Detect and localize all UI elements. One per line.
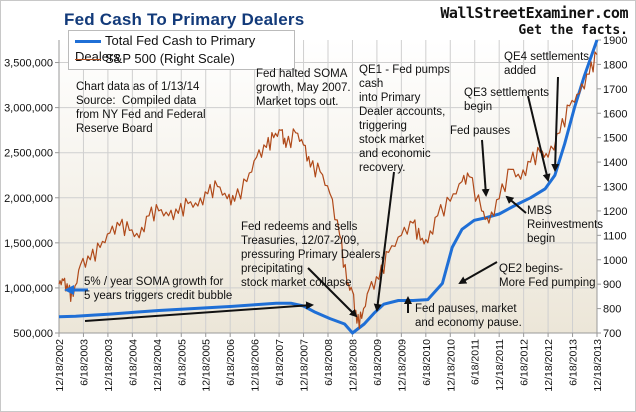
y-right-tick-label: 1900 (603, 35, 627, 47)
x-tick-label: 12/18/2009 (396, 339, 408, 392)
y-right-tick-label: 1100 (603, 230, 627, 242)
arrow-mbs (505, 195, 527, 214)
y-right-tick-label: 1300 (603, 182, 627, 194)
arrow-fed-pauses (481, 139, 490, 197)
legend-swatch-fed-cash (75, 40, 101, 44)
series-fed-cash-line (58, 39, 599, 335)
y-left-tick-label: 1,000,000 (4, 283, 53, 295)
y-left-tick-label: 500,000 (13, 328, 53, 340)
y-right-tick-label: 1800 (603, 59, 627, 71)
x-tick-label: 6/18/2004 (127, 339, 139, 386)
arrow-qe1 (373, 171, 395, 312)
annotation-qe4: QE4 settlements added (504, 51, 590, 77)
y-right-tick-label: 1000 (603, 255, 627, 267)
legend-item-fed-cash: Total Fed Cash to Primary Dealers (75, 33, 294, 64)
x-tick-label: 12/18/2010 (445, 339, 457, 392)
annotation-source: Chart data as of 1/13/14 Source: Compile… (76, 81, 206, 135)
y-left-tick-label: 2,500,000 (4, 148, 53, 160)
legend-swatch-sp500 (75, 59, 101, 61)
chart-title: Fed Cash To Primary Dealers (64, 10, 305, 29)
y-left-tick-label: 3,500,000 (4, 58, 53, 70)
y-right-tick-label: 900 (603, 279, 621, 291)
legend-item-sp500: S&P 500 (Right Scale) (75, 51, 235, 67)
y-right-tick-label: 1600 (603, 108, 627, 120)
arrow-qe4 (551, 76, 560, 172)
x-tick-label: 6/18/2003 (78, 339, 90, 386)
x-tick-label: 6/18/2005 (176, 339, 188, 386)
annotation-qe1: QE1 - Fed pumps cash into Primary Dealer… (359, 64, 450, 174)
legend-label-sp500: S&P 500 (Right Scale) (105, 51, 235, 66)
annotation-fed-redeems: Fed redeems and sells Treasuries, 12/07-… (241, 221, 384, 289)
x-tick-label: 12/18/2003 (103, 339, 115, 392)
annotation-qe3: QE3 settlements begin (464, 87, 550, 113)
arrow-credit-bubble (84, 301, 314, 322)
annotation-mbs: MBS Reinvestments begin (527, 205, 604, 245)
annotation-qe2: QE2 begins- More Fed pumping (499, 263, 596, 289)
x-tick-label: 6/18/2006 (225, 339, 237, 386)
y-right-tick-label: 800 (603, 304, 621, 316)
brand-tagline: Get the facts. (518, 23, 628, 38)
arrow-fed-redeems (307, 267, 358, 318)
annotation-fed-pauses: Fed pauses (450, 125, 511, 137)
series-sp500-line (58, 51, 598, 329)
y-left-tick-label: 3,000,000 (4, 103, 53, 115)
y-right-tick-label: 700 (603, 328, 621, 340)
x-tick-label: 6/18/2013 (568, 339, 580, 386)
arrow-qe2 (458, 261, 498, 284)
y-right-tick-label: 1700 (603, 84, 627, 96)
x-tick-label: 6/18/2008 (323, 339, 335, 386)
x-tick-label: 6/18/2007 (274, 339, 286, 386)
legend: Total Fed Cash to Primary Dealers S&P 50… (68, 30, 295, 70)
brand: WallStreetExaminer.com Get the facts. (440, 4, 628, 38)
y-right-tick-label: 1400 (603, 157, 627, 169)
x-tick-label: 6/18/2009 (372, 339, 384, 386)
x-tick-label: 12/18/2007 (299, 339, 311, 392)
annotation-pause-market: Fed pauses, market and economy pause. (415, 303, 522, 329)
y-left-tick-label: 1,500,000 (4, 238, 53, 250)
x-tick-label: 6/18/2010 (421, 339, 433, 386)
y-right-tick-label: 1200 (603, 206, 627, 218)
x-tick-label: 6/18/2012 (519, 339, 531, 386)
x-tick-label: 12/18/2004 (152, 339, 164, 392)
x-tick-label: 12/18/2013 (592, 339, 604, 392)
x-tick-label: 12/18/2005 (201, 339, 213, 392)
x-tick-label: 6/18/2011 (470, 339, 482, 385)
y-right-tick-label: 1500 (603, 133, 627, 145)
legend-label-fed-cash: Total Fed Cash to Primary Dealers (75, 33, 256, 64)
x-tick-label: 12/18/2008 (347, 339, 359, 392)
x-tick-label: 12/18/2002 (54, 339, 66, 392)
x-tick-label: 12/18/2011 (494, 339, 506, 391)
arrow-qe3 (527, 95, 551, 182)
brand-site: WallStreetExaminer.com (440, 4, 628, 22)
x-tick-label: 12/18/2012 (543, 339, 555, 392)
x-tick-label: 12/18/2006 (250, 339, 262, 392)
annotation-soma-halt: Fed halted SOMA growth, May 2007. Market… (256, 68, 351, 108)
annotation-credit-bubble: 5% / year SOMA growth for 5 years trigge… (84, 276, 233, 302)
y-left-tick-label: 2,000,000 (4, 193, 53, 205)
